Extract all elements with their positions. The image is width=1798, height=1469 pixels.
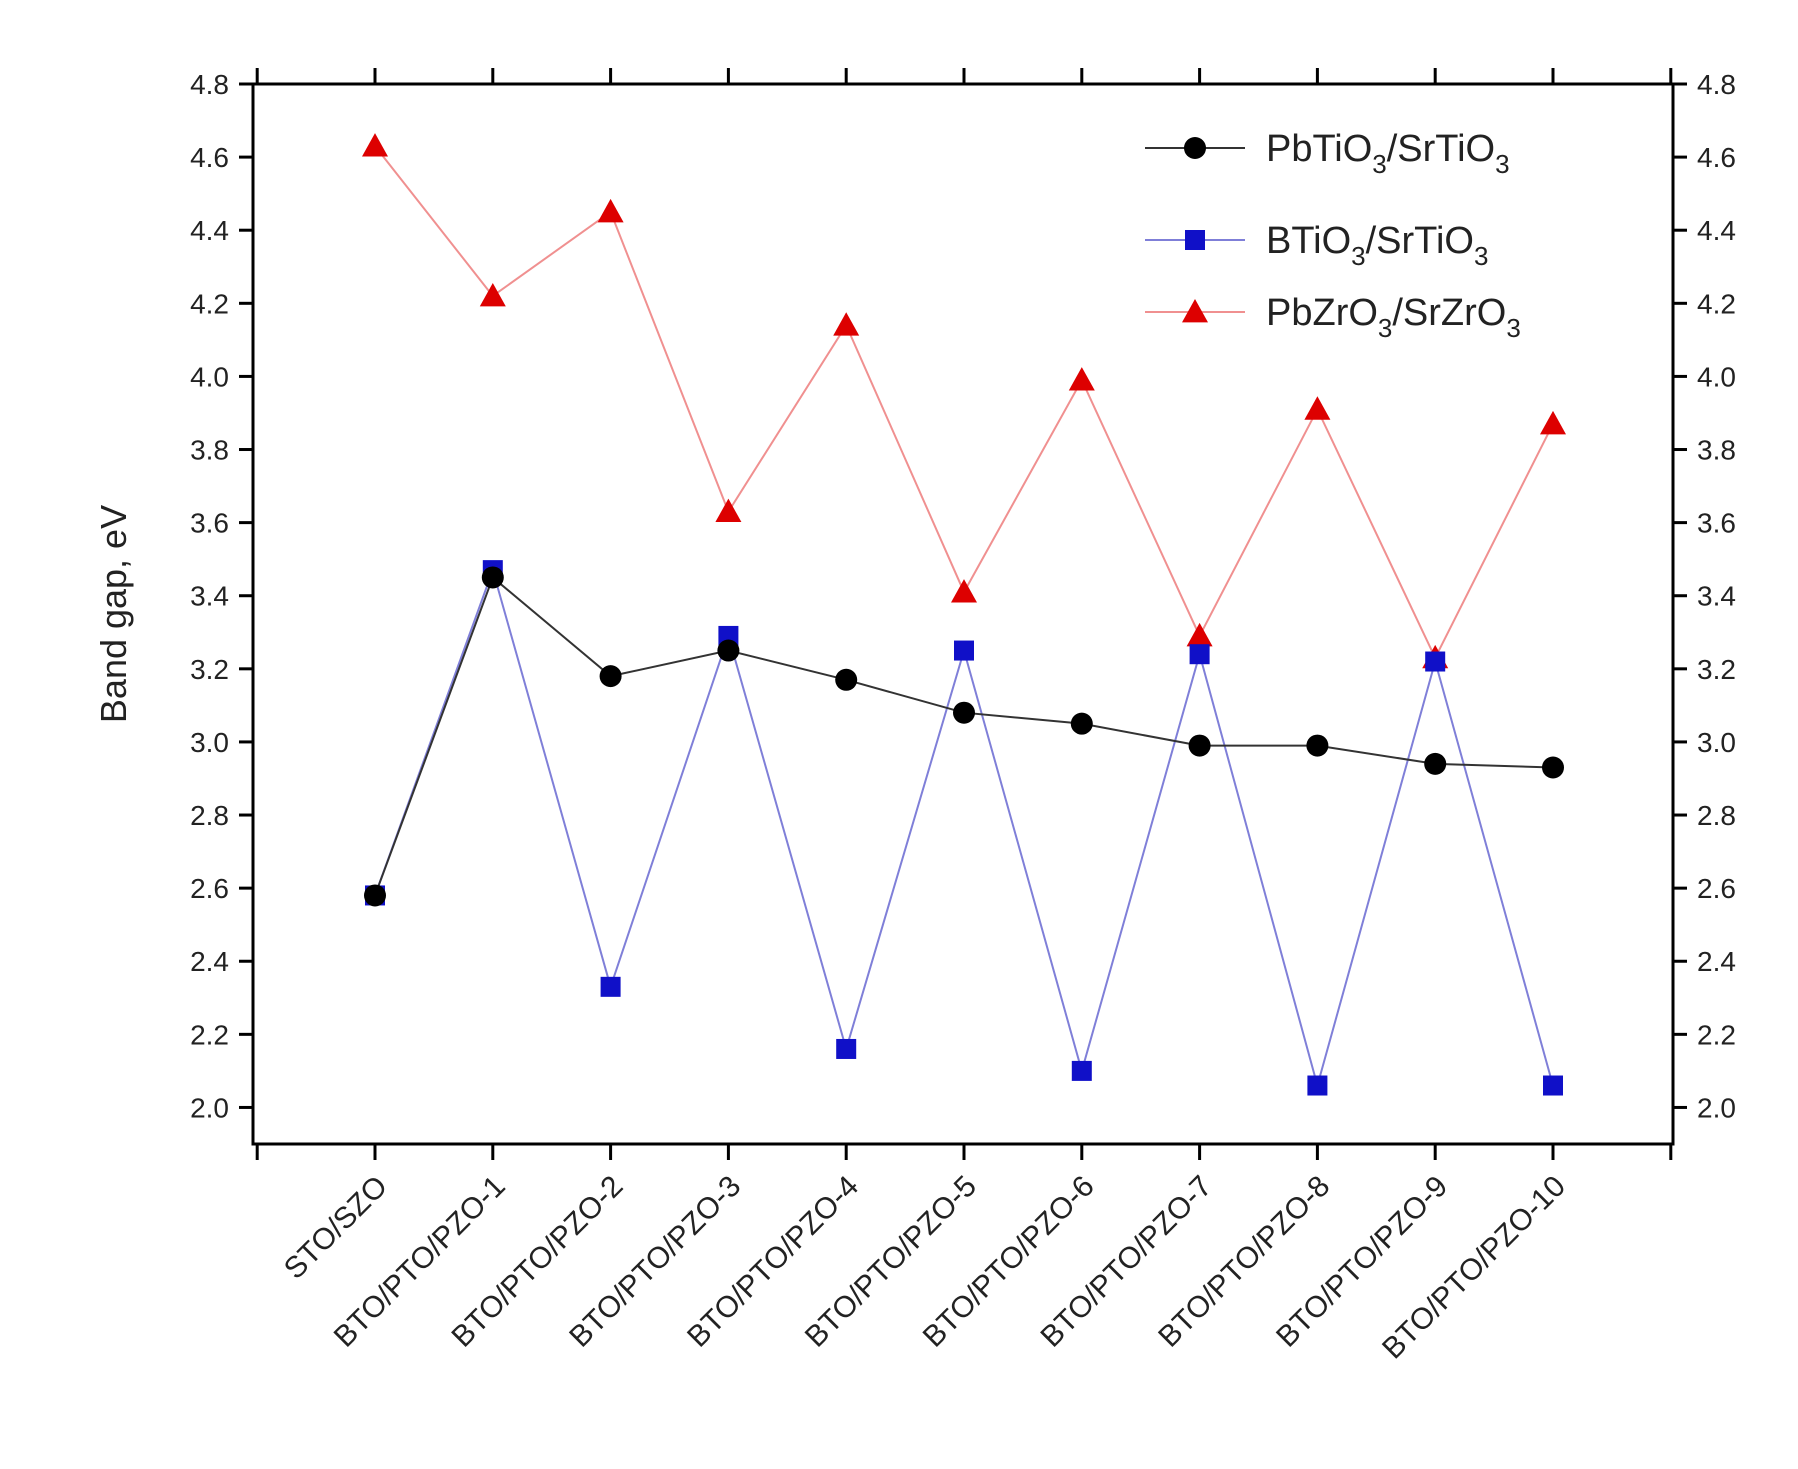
data-point-triangle [362,133,388,157]
data-point-square [1543,1075,1563,1096]
y-tick-label-right: 2.4 [1697,946,1736,977]
legend-marker-circle [1184,137,1206,159]
data-point-circle [835,668,858,691]
legend-label: PbTiO3/SrTiO3 [1266,128,1510,179]
data-point-square [836,1038,857,1059]
y-tick-label-left: 4.8 [190,69,229,100]
y-tick-label-left: 4.0 [190,361,229,392]
data-point-triangle [715,498,742,523]
y-axis-title: Band gap, eV [93,505,134,723]
y-tick-label-left: 2.2 [190,1019,229,1050]
data-point-circle [599,665,622,688]
y-tick-label-left: 3.8 [190,435,229,466]
y-tick-label-right: 2.8 [1697,800,1736,831]
data-point-triangle [1540,410,1566,435]
data-point-circle [1424,752,1447,775]
y-axis-right: 2.0 2.2 2.4 2.6 2.8 3.0 3.2 3.4 3.6 3.8 4.0 4.2 4.4 4… [1673,69,1736,1123]
y-tick-label-right: 4.6 [1697,142,1736,173]
y-tick-label-right: 3.2 [1697,654,1736,685]
data-point-triangle [833,312,860,336]
y-tick-label-right: 4.0 [1697,361,1736,392]
legend-label: BTiO3/SrTiO3 [1266,220,1488,271]
y-tick-label-left: 4.4 [190,215,229,246]
y-tick-label-right: 3.6 [1697,508,1736,539]
legend-marker-square [1185,230,1205,250]
y-tick-label-left: 3.2 [190,654,229,685]
data-point-circle [1542,756,1564,779]
series-markers [362,133,1566,1096]
legend-label: PbZrO3/SrZrO3 [1266,292,1521,343]
y-tick-label-left: 4.6 [190,142,229,173]
data-point-circle [717,639,740,662]
y-tick-label-right: 4.8 [1697,69,1736,100]
y-tick-label-left: 2.0 [190,1092,229,1123]
legend-marker-triangle [1182,299,1208,323]
y-tick-label-right: 2.6 [1697,873,1736,904]
y-tick-label-left: 3.4 [190,581,229,612]
y-tick-label-right: 2.0 [1697,1092,1736,1123]
y-tick-label-left: 2.6 [190,873,229,904]
data-point-circle [1188,734,1211,757]
data-point-triangle [951,579,977,603]
y-tick-label-left: 3.0 [190,727,229,758]
y-tick-label-right: 3.0 [1697,727,1736,758]
y-tick-label-left: 3.6 [190,508,229,539]
x-category-label: STO/SZO [278,1170,394,1286]
data-point-square [1189,644,1210,665]
y-axis-left: 2.0 2.2 2.4 2.6 2.8 3.0 3.2 3.4 3.6 3.8 4.0 4.2 4.4 4… [190,69,253,1123]
data-point-circle [953,701,975,724]
data-point-triangle [597,198,624,223]
series-line-0 [374,575,1554,896]
y-tick-label-right: 3.8 [1697,435,1736,466]
data-point-triangle [1186,622,1213,647]
data-point-triangle [479,283,506,307]
y-tick-label-left: 4.2 [190,288,229,319]
y-tick-label-right: 3.4 [1697,581,1736,612]
y-tick-label-left: 2.8 [190,800,229,831]
data-point-square [954,640,974,661]
data-point-square [1307,1075,1328,1096]
data-point-circle [481,566,504,589]
y-tick-label-right: 2.2 [1697,1019,1736,1050]
y-tick-label-right: 4.4 [1697,215,1736,246]
data-point-square [1071,1060,1092,1081]
legend: PbTiO3/SrTiO3 BTiO3/SrTiO3 PbZrO3/SrZrO3 [1145,128,1521,343]
y-tick-label-right: 4.2 [1697,288,1736,319]
data-point-square [1425,651,1446,672]
series-lines [374,145,1554,1090]
data-point-circle [1070,712,1093,735]
data-point-square [600,976,621,997]
y-tick-label-left: 2.4 [190,946,229,977]
data-point-circle [1306,734,1329,757]
data-point-triangle [1068,367,1095,391]
data-point-circle [364,884,386,907]
data-point-triangle [1304,396,1331,420]
